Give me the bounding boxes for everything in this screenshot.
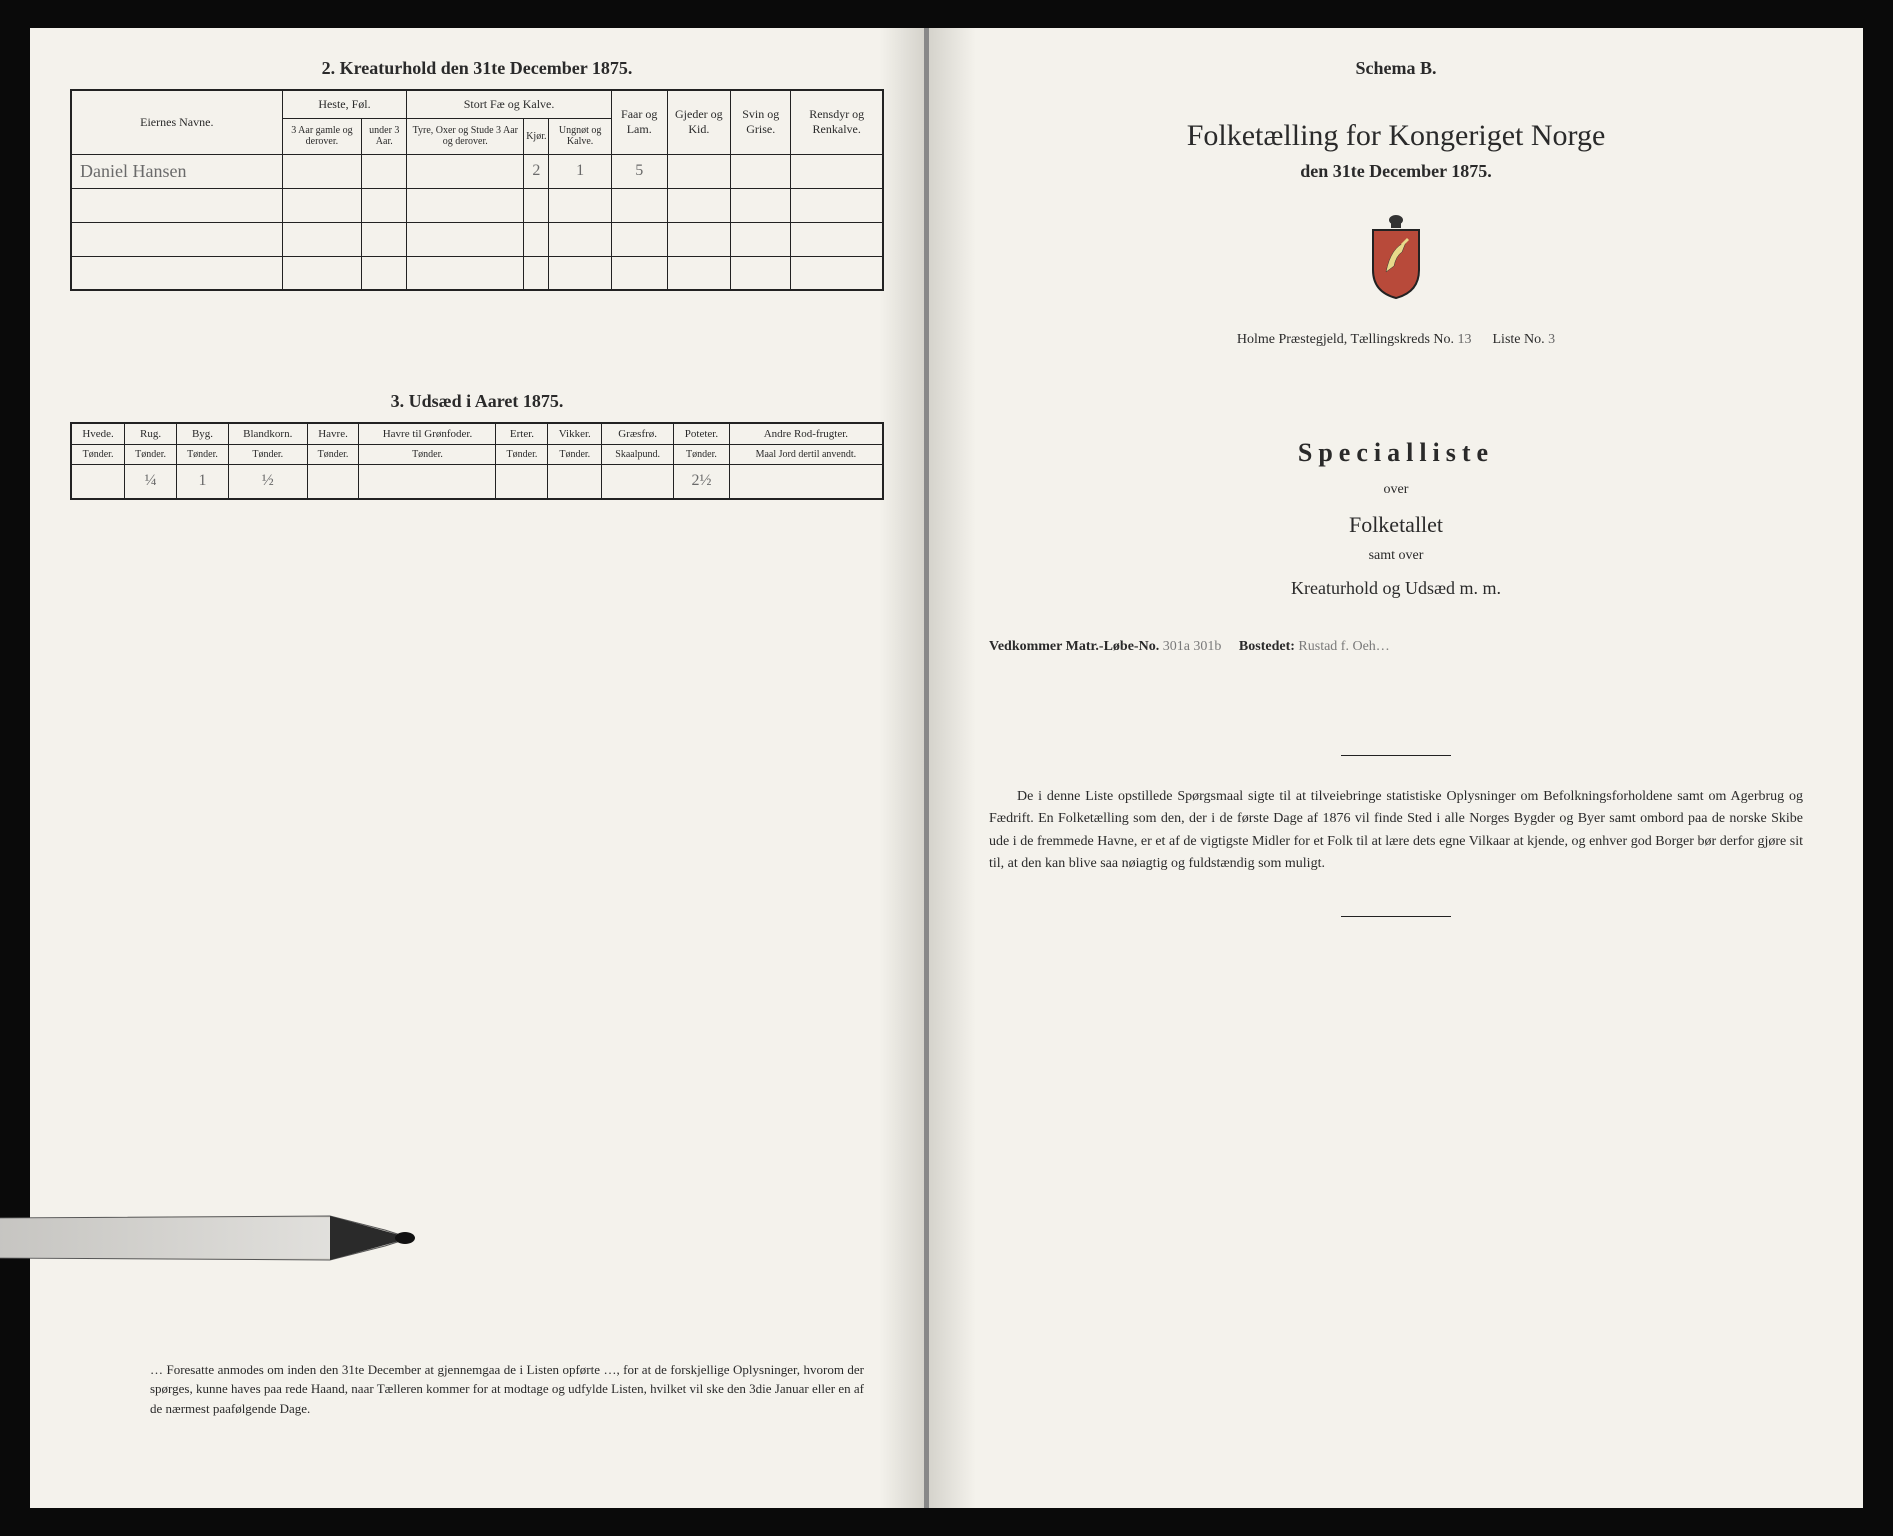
coat-of-arms-icon <box>1361 212 1431 302</box>
t2-col: Hvede. <box>71 423 125 445</box>
spec-samt: samt over <box>989 548 1803 564</box>
t2-val <box>307 465 359 499</box>
table-row: Daniel Hansen 2 1 5 <box>71 154 883 188</box>
pen-overlay <box>0 1198 430 1278</box>
t2-sub: Tønder. <box>359 445 496 465</box>
t2-sub: Tønder. <box>228 445 307 465</box>
t2-sub: Tønder. <box>177 445 229 465</box>
t2-sub: Skaalpund. <box>602 445 674 465</box>
table-row <box>71 222 883 256</box>
spec-folketallet: Folketallet <box>989 512 1803 538</box>
kreds-no: 13 <box>1458 332 1472 347</box>
val-ungnot: 1 <box>549 154 611 188</box>
spec-over: over <box>989 482 1803 498</box>
right-page: Schema B. Folketælling for Kongeriget No… <box>929 28 1863 1508</box>
divider <box>1341 916 1451 917</box>
t2-sub: Tønder. <box>548 445 602 465</box>
bostedet-label: Bostedet: <box>1239 639 1295 654</box>
census-title: Folketælling for Kongeriget Norge <box>989 119 1803 153</box>
section-2-title: 2. Kreaturhold den 31te December 1875. <box>70 58 884 79</box>
table-row <box>71 256 883 290</box>
t2-val <box>71 465 125 499</box>
t2-col: Havre. <box>307 423 359 445</box>
body-paragraph: De i denne Liste opstillede Spørgsmaal s… <box>989 786 1803 876</box>
owner-name: Daniel Hansen <box>71 154 282 188</box>
col-owner: Eiernes Navne. <box>71 90 282 154</box>
t2-sub: Tønder. <box>71 445 125 465</box>
t2-val: 2½ <box>674 465 730 499</box>
t2-val: ½ <box>228 465 307 499</box>
val-faar: 5 <box>611 154 667 188</box>
udsaed-table: Hvede.Rug.Byg.Blandkorn.Havre.Havre til … <box>70 422 884 500</box>
table-row <box>71 188 883 222</box>
meta-prefix: Holme Præstegjeld, Tællingskreds No. <box>1237 332 1454 347</box>
t2-val <box>729 465 883 499</box>
divider <box>1341 755 1451 756</box>
kreaturhold-table: Eiernes Navne. Heste, Føl. Stort Fæ og K… <box>70 89 884 291</box>
grp-heste: Heste, Føl. <box>282 90 407 118</box>
stort-a: Tyre, Oxer og Stude 3 Aar og derover. <box>407 118 524 154</box>
t2-col: Poteter. <box>674 423 730 445</box>
t2-col: Byg. <box>177 423 229 445</box>
spec-kreatur: Kreaturhold og Udsæd m. m. <box>989 578 1803 599</box>
schema-label: Schema B. <box>989 58 1803 79</box>
page-spread: 2. Kreaturhold den 31te December 1875. E… <box>30 28 1863 1508</box>
meta-line: Holme Præstegjeld, Tællingskreds No. 13 … <box>989 332 1803 348</box>
t2-val: 1 <box>177 465 229 499</box>
grp-stort: Stort Fæ og Kalve. <box>407 90 611 118</box>
t2-val <box>359 465 496 499</box>
section-3-title: 3. Udsæd i Aaret 1875. <box>70 391 884 412</box>
t2-sub: Tønder. <box>674 445 730 465</box>
vedkommer-label: Vedkommer Matr.-Løbe-No. <box>989 639 1159 654</box>
liste-no: 3 <box>1548 332 1555 347</box>
t2-val: ¼ <box>125 465 177 499</box>
val-kjor: 2 <box>524 154 549 188</box>
col-gjeder: Gjeder og Kid. <box>667 90 730 154</box>
t2-sub: Tønder. <box>125 445 177 465</box>
census-subtitle: den 31te December 1875. <box>989 161 1803 182</box>
specialliste-title: Specialliste <box>989 438 1803 468</box>
liste-label: Liste No. <box>1493 332 1545 347</box>
col-svin: Svin og Grise. <box>731 90 791 154</box>
vedkommer-line: Vedkommer Matr.-Løbe-No. 301a 301b Boste… <box>989 639 1803 655</box>
heste-b: under 3 Aar. <box>362 118 407 154</box>
col-faar: Faar og Lam. <box>611 90 667 154</box>
heste-a: 3 Aar gamle og derover. <box>282 118 362 154</box>
t2-val <box>496 465 548 499</box>
t2-col: Vikker. <box>548 423 602 445</box>
t2-sub: Tønder. <box>307 445 359 465</box>
bostedet-val: Rustad f. Oeh… <box>1298 639 1389 654</box>
t2-col: Rug. <box>125 423 177 445</box>
table-row: ¼1½ 2½ <box>71 465 883 499</box>
stort-b: Kjør. <box>524 118 549 154</box>
t2-col: Andre Rod-frugter. <box>729 423 883 445</box>
t2-sub: Tønder. <box>496 445 548 465</box>
t2-val <box>548 465 602 499</box>
col-rensdyr: Rensdyr og Renkalve. <box>791 90 883 154</box>
left-page: 2. Kreaturhold den 31te December 1875. E… <box>30 28 929 1508</box>
stort-c: Ungnøt og Kalve. <box>549 118 611 154</box>
t2-col: Blandkorn. <box>228 423 307 445</box>
t2-col: Erter. <box>496 423 548 445</box>
left-footnote: … Foresatte anmodes om inden den 31te De… <box>150 1360 864 1419</box>
t2-val <box>602 465 674 499</box>
t2-sub: Maal Jord dertil anvendt. <box>729 445 883 465</box>
t2-col: Græsfrø. <box>602 423 674 445</box>
t2-col: Havre til Grønfoder. <box>359 423 496 445</box>
matr-no: 301a 301b <box>1163 639 1222 654</box>
